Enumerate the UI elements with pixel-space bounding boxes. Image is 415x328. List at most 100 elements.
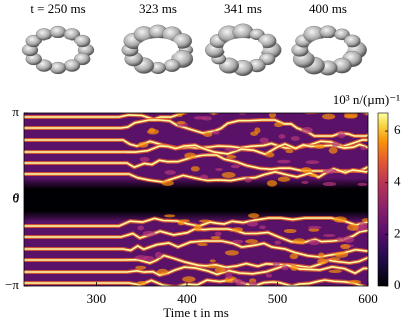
density-blob: [215, 167, 223, 172]
density-blob: [142, 230, 156, 237]
density-blob: [301, 180, 309, 184]
density-blob: [331, 141, 340, 147]
density-blob: [190, 166, 200, 172]
snapshot-label: 341 ms: [224, 1, 262, 16]
y-axis-label: θ: [13, 190, 20, 205]
density-blob: [265, 152, 275, 158]
density-blob: [266, 180, 278, 187]
y-tick-label: 0: [13, 190, 20, 205]
density-blob: [321, 113, 336, 120]
density-blob: [259, 225, 266, 230]
density-blob: [281, 265, 289, 271]
density-blob: [348, 279, 362, 284]
colorbar-label: 10³ n/(µm)⁻¹: [333, 92, 400, 107]
y-tick-label: π: [12, 104, 19, 119]
density-blob: [346, 224, 360, 231]
density-blob: [254, 127, 261, 134]
density-blob: [136, 281, 147, 286]
density-blob: [230, 164, 240, 169]
density-blob: [199, 174, 209, 180]
density-blob: [328, 147, 338, 154]
density-blob: [290, 264, 299, 271]
snapshot-label: 400 ms: [309, 1, 347, 16]
density-blob: [194, 224, 202, 232]
ring-lobe: [49, 61, 67, 75]
colorbar-tick-label: 2: [394, 225, 401, 240]
ring-lobe: [343, 34, 361, 48]
density-ridge: [24, 119, 368, 137]
ring-lobe: [319, 25, 337, 39]
colorbar-tick-label: 0: [394, 277, 401, 292]
density-blob: [164, 170, 176, 175]
density-blob: [323, 233, 336, 237]
density-blob: [277, 176, 291, 182]
ring-hole: [223, 38, 263, 58]
density-blob: [224, 147, 239, 152]
density-blob: [182, 276, 196, 283]
density-blob: [265, 273, 273, 278]
heatmap: [24, 113, 368, 286]
density-blob: [360, 146, 367, 151]
density-blob: [232, 239, 244, 244]
density-blob: [337, 131, 346, 139]
density-blob: [142, 255, 155, 262]
density-blob: [289, 253, 299, 260]
density-blob: [308, 228, 320, 232]
density-blob: [135, 265, 147, 270]
ring-lobe: [163, 59, 181, 72]
ring-lobe: [63, 59, 81, 72]
density-blob: [308, 225, 322, 230]
x-tick-label: 400: [177, 291, 197, 306]
density-blob: [224, 250, 239, 256]
density-blob: [274, 122, 283, 128]
density-blob: [285, 149, 294, 154]
density-blob: [344, 114, 358, 119]
density-blob: [272, 261, 280, 267]
density-blob: [137, 141, 149, 148]
density-blob: [292, 238, 306, 245]
density-blob: [214, 231, 222, 237]
density-ridge: [24, 143, 368, 156]
density-ridge: [24, 217, 368, 227]
density-blob: [225, 272, 233, 279]
density-blob: [154, 251, 163, 259]
density-ridge: [24, 264, 368, 276]
density-blob: [300, 167, 313, 174]
ring-lobe: [74, 34, 91, 48]
x-tick-label: 600: [358, 291, 378, 306]
density-blob: [176, 113, 184, 117]
density-blob: [203, 132, 213, 138]
density-blob: [357, 225, 368, 231]
density-blob: [184, 152, 197, 159]
density-blob: [197, 242, 208, 247]
x-tick-label: 300: [87, 291, 107, 306]
density-blob: [244, 177, 252, 183]
density-blob: [210, 236, 221, 240]
density-blob: [245, 239, 259, 244]
colorbar-tick-label: 4: [394, 174, 401, 189]
density-blob: [249, 281, 258, 286]
density-ridge: [24, 254, 368, 269]
density-blob: [329, 257, 341, 261]
density-blob: [322, 181, 337, 187]
density-blob: [318, 252, 325, 258]
density-blob: [176, 120, 186, 125]
density-blob: [232, 278, 242, 284]
density-blob: [137, 225, 145, 231]
density-blob: [305, 160, 320, 165]
density-blob: [202, 116, 212, 121]
density-blob: [226, 154, 237, 159]
colorbar: [377, 112, 389, 287]
colorbar-tick-label: 6: [394, 122, 401, 137]
density-blob: [238, 113, 246, 115]
density-blob: [221, 172, 236, 178]
density-blob: [277, 159, 291, 164]
density-blob: [206, 265, 219, 269]
y-tick-label: −π: [5, 277, 19, 292]
density-blob: [161, 180, 174, 186]
density-blob: [336, 236, 345, 242]
density-blob: [314, 144, 325, 149]
density-blob: [198, 219, 211, 223]
density-blob: [333, 216, 347, 223]
